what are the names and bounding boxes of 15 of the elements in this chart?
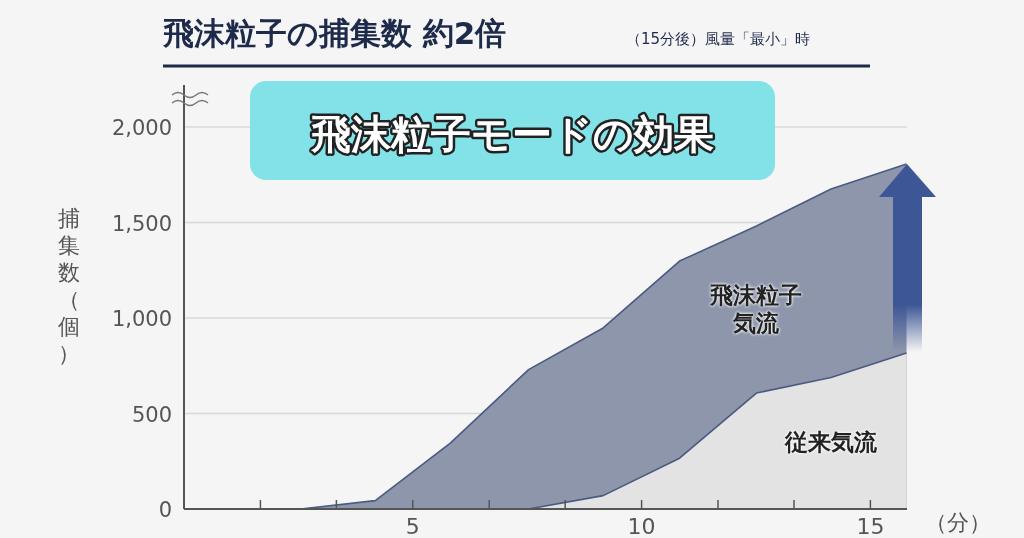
x-tick-label: 5 <box>405 514 420 538</box>
y-axis-title: 捕集数（個） <box>57 205 81 367</box>
y-tick-label: 1,500 <box>111 211 172 236</box>
x-axis-title: （分） <box>925 510 991 535</box>
annotation: 飛沫粒子モードの効果 <box>309 111 714 157</box>
series-label: 飛沫粒子気流 <box>709 281 804 338</box>
y-tick-label: 500 <box>131 402 172 427</box>
y-tick-label: 1,000 <box>111 307 172 332</box>
x-tick-label: 15 <box>856 514 885 538</box>
x-tick-label: 10 <box>627 514 656 538</box>
chart-subtitle: （15分後）風量「最小」時 <box>626 30 811 48</box>
y-tick-label: 2,000 <box>111 116 172 141</box>
series-label: 従来気流 <box>785 429 878 457</box>
chart-title: 飛沫粒子の捕集数 約2倍 <box>162 15 507 51</box>
y-tick-label: 0 <box>158 498 172 522</box>
